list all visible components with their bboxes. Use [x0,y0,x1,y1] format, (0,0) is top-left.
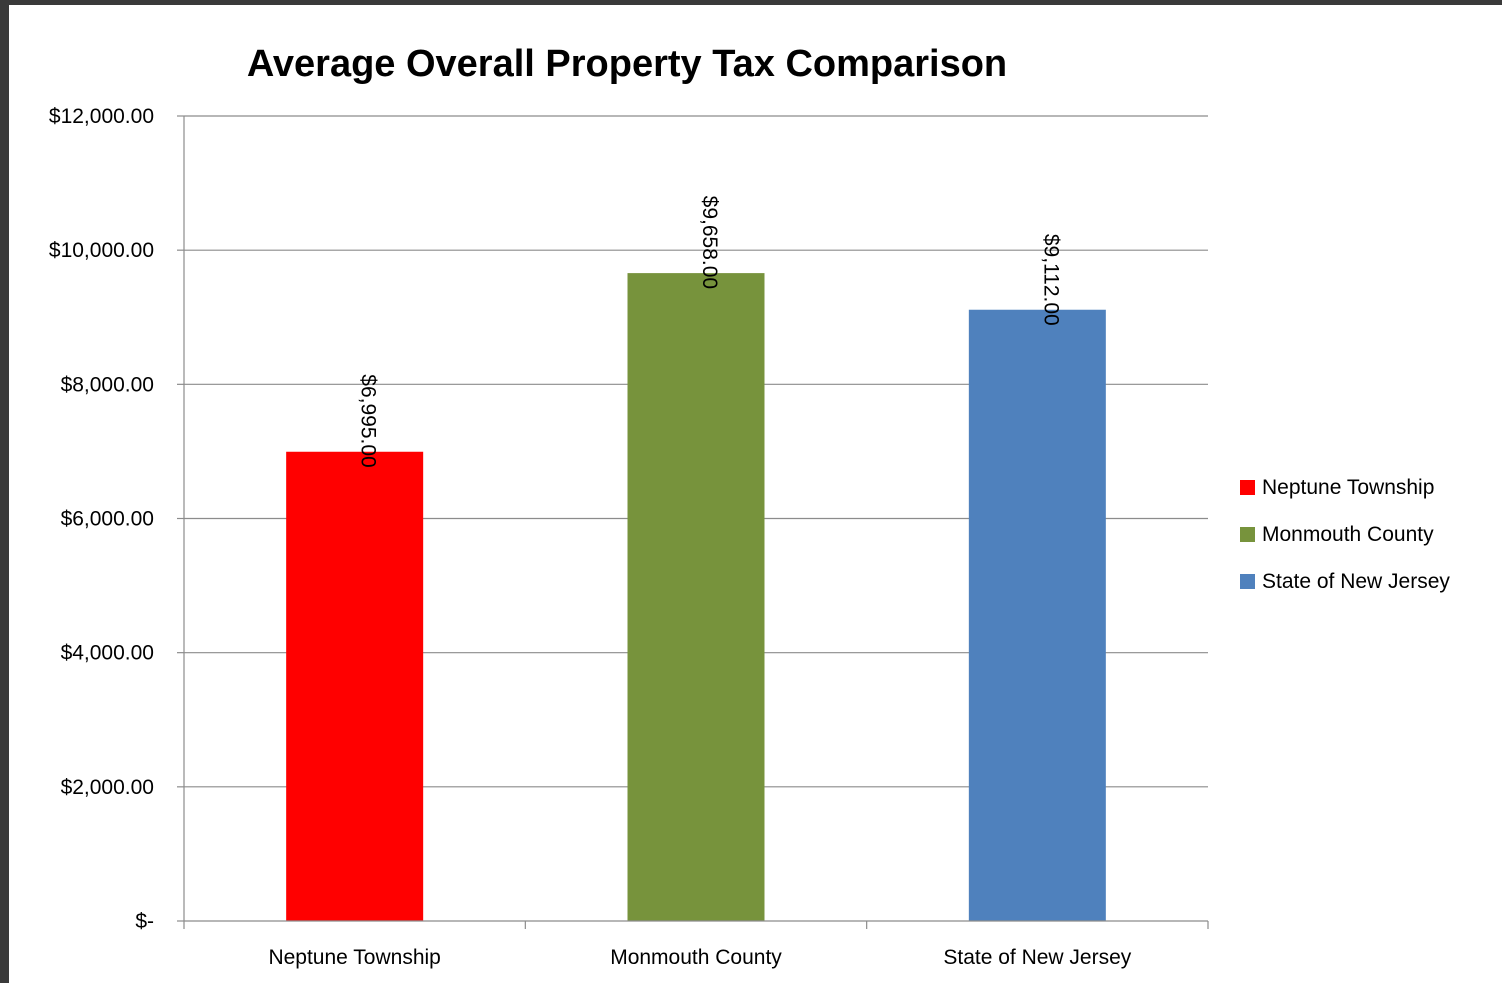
chart-frame: Average Overall Property Tax Comparison … [9,5,1502,983]
data-label: $9,112.00 [1039,234,1062,326]
data-label: $9,658.00 [698,196,721,289]
y-tick-label: $4,000.00 [61,642,154,665]
legend-swatch [1240,480,1255,495]
bar [968,309,1106,921]
legend-label: Neptune Township [1262,476,1434,499]
y-tick-label: $10,000.00 [49,239,154,262]
legend-swatch [1240,527,1255,542]
legend-swatch [1240,574,1255,589]
legend-label: State of New Jersey [1262,570,1450,593]
bars: $6,995.00 $9,658.00 $9,112.00 [286,196,1106,922]
data-label: $6,995.00 [357,374,380,467]
y-tick-label: $- [135,910,154,933]
bar [286,451,424,921]
y-tick-label: $2,000.00 [61,776,154,799]
y-tick-label: $8,000.00 [61,373,154,396]
y-axis-ticks: $- $2,000.00 $4,000.00 $6,000.00 $8,000.00 $1… [49,105,184,933]
bar-chart: Average Overall Property Tax Comparison … [49,43,1451,969]
bar [627,273,765,922]
legend: Neptune Township Monmouth County State of … [1240,476,1450,593]
x-category-label: Neptune Township [268,946,440,969]
legend-label: Monmouth County [1262,523,1434,546]
x-category-label: Monmouth County [610,946,782,969]
x-axis: Neptune Township Monmouth County State of … [183,116,1209,969]
chart-title: Average Overall Property Tax Comparison [247,43,1007,85]
x-category-label: State of New Jersey [943,946,1131,969]
y-tick-label: $6,000.00 [61,508,154,531]
y-tick-label: $12,000.00 [49,105,154,128]
